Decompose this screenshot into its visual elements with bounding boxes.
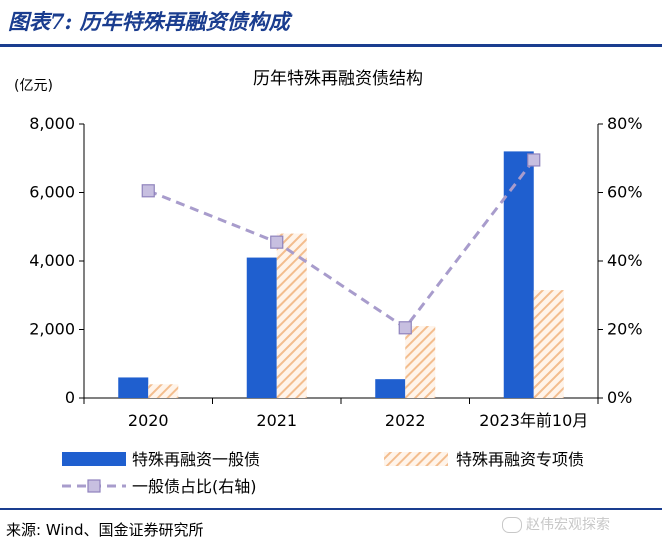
- category-label: 2021: [256, 411, 297, 430]
- ratio-line-marker: [527, 153, 541, 167]
- ratio-line-marker: [398, 321, 412, 335]
- bar-special-bond: [405, 326, 436, 398]
- bar-general-bond: [118, 377, 149, 398]
- legend-label-special-bond: 特殊再融资专项债: [456, 450, 584, 469]
- ratio-line: [141, 153, 541, 335]
- legend-label-ratio: 一般债占比(右轴): [132, 477, 257, 496]
- right-tick-label: 0%: [607, 388, 632, 407]
- bar-special-bond: [533, 290, 564, 398]
- figure-label: 图表7: 历年特殊再融资债构成: [8, 9, 290, 34]
- left-tick-label: 2,000: [29, 320, 75, 339]
- chart-title: 历年特殊再融资债结构: [253, 69, 423, 89]
- legend-swatch-general-bond: [62, 452, 126, 466]
- right-tick-label: 60%: [607, 183, 643, 202]
- axes: 0 2,000 4,000 6,000 8,000 0% 20% 40% 60% 80% 2020 2…: [29, 114, 642, 430]
- category-label: 2020: [128, 411, 169, 430]
- title-rule: [0, 44, 662, 47]
- bar-special-bond: [276, 233, 307, 398]
- ratio-line-path: [147, 159, 535, 330]
- watermark-text: 赵伟宏观探索: [526, 517, 610, 533]
- left-axis-unit: (亿元): [14, 78, 53, 94]
- ratio-line-marker: [270, 235, 284, 249]
- source-note: 来源: Wind、国金证券研究所: [6, 521, 204, 539]
- source-rule: [0, 508, 662, 510]
- bar-general-bond: [375, 379, 406, 398]
- legend-label-general-bond: 特殊再融资一般债: [132, 450, 260, 469]
- chart-canvas: 历年特殊再融资债结构 (亿元) 0 2,000 4,000 6,000 8,000 0% 2…: [14, 69, 643, 496]
- category-label: 2023年前10月: [479, 411, 588, 430]
- legend-swatch-ratio-marker: [87, 479, 101, 493]
- wechat-icon: [502, 517, 522, 533]
- legend-swatch-special-bond: [384, 452, 448, 466]
- left-tick-label: 4,000: [29, 251, 75, 270]
- watermark: 赵伟宏观探索: [502, 514, 610, 534]
- left-tick-label: 0: [65, 388, 75, 407]
- bars: [118, 151, 564, 398]
- bar-general-bond: [246, 257, 277, 398]
- right-tick-label: 40%: [607, 251, 643, 270]
- ratio-line-marker: [141, 184, 155, 198]
- bar-general-bond: [503, 151, 534, 398]
- right-tick-label: 80%: [607, 114, 643, 133]
- bar-special-bond: [148, 384, 179, 398]
- left-tick-label: 8,000: [29, 114, 75, 133]
- left-tick-label: 6,000: [29, 183, 75, 202]
- category-label: 2022: [385, 411, 426, 430]
- right-tick-label: 20%: [607, 320, 643, 339]
